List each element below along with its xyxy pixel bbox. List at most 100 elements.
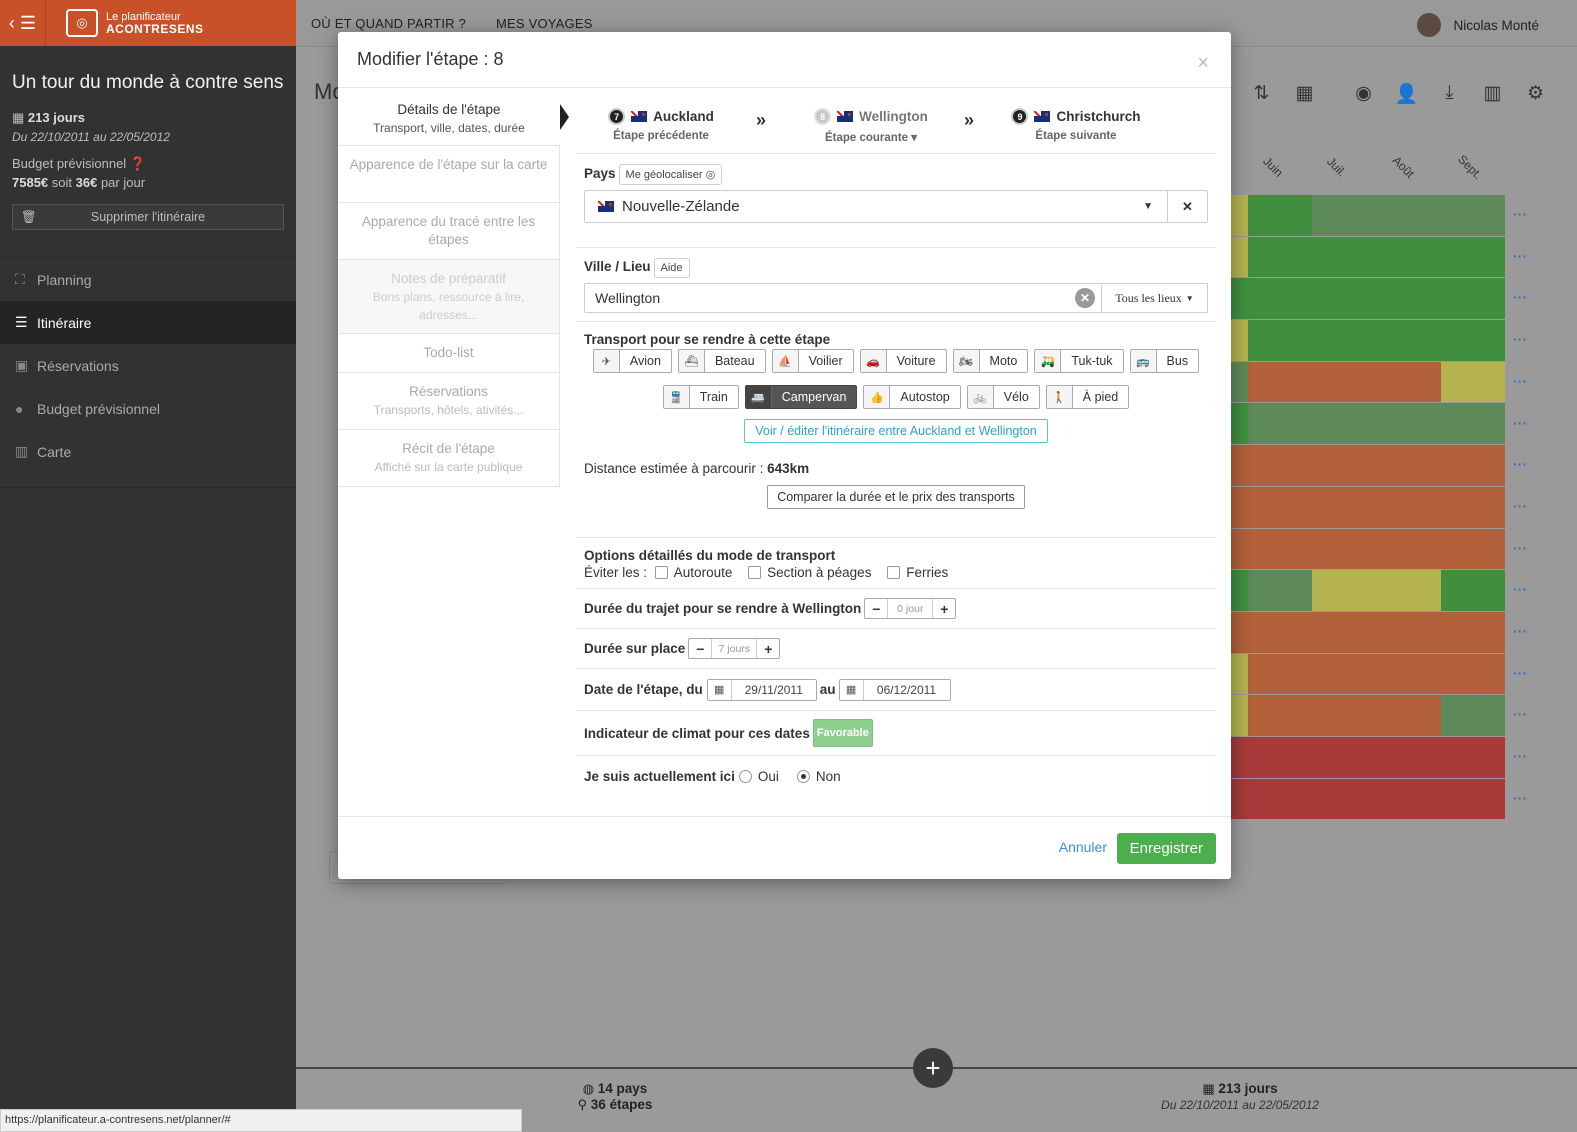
cancel-button[interactable]: Annuler — [1058, 839, 1107, 855]
avatar — [1417, 13, 1442, 37]
row-menu-icon[interactable]: ··· — [1513, 539, 1527, 556]
stay-duration-value[interactable]: 7 jours — [711, 639, 758, 658]
clear-city-icon[interactable]: ✕ — [1075, 288, 1095, 308]
sidebar-item-itineraire[interactable]: ☰ Itinéraire — [0, 301, 296, 344]
calendar-icon[interactable]: ▦ — [1295, 83, 1314, 104]
transport-button-sailboat[interactable]: ⛵ Voilier — [771, 349, 854, 373]
sidebar-item-budget[interactable]: ● Budget prévisionnel — [0, 387, 296, 430]
tab-story[interactable]: Récit de l'étape Affiché sur la carte pub… — [338, 430, 560, 487]
sidebar-item-reservations[interactable]: ▣ Réservations — [0, 344, 296, 387]
row-menu-icon[interactable]: ··· — [1513, 706, 1527, 723]
climate-row — [1230, 486, 1505, 529]
here-yes-radio[interactable]: Oui — [738, 769, 779, 784]
view-itinerary-button[interactable]: Voir / éditer l'itinéraire entre Aucklan… — [744, 419, 1048, 443]
geolocate-button[interactable]: Me géolocaliser ◎ — [618, 164, 723, 185]
checkbox[interactable] — [748, 566, 762, 579]
transport-button-car[interactable]: 🚗 Voiture — [859, 349, 947, 373]
row-menu-icon[interactable]: ··· — [1513, 581, 1527, 598]
close-icon[interactable]: × — [1197, 52, 1209, 74]
row-menu-icon[interactable]: ··· — [1513, 664, 1527, 681]
row-menu-icon[interactable]: ··· — [1513, 623, 1527, 639]
transport-button-bicycle[interactable]: 🚲 Vélo — [966, 385, 1040, 409]
tab-step-appearance[interactable]: Apparence de l'étape sur la carte — [338, 146, 560, 203]
tab-subtitle: Transport, ville, dates, durée — [373, 121, 525, 135]
help-icon[interactable]: ❓ — [129, 156, 147, 171]
tab-todo[interactable]: Todo-list — [338, 334, 560, 373]
transport-button-ship[interactable]: ⛴ Bateau — [677, 349, 766, 373]
row-menu-icon[interactable]: ··· — [1513, 247, 1527, 264]
row-menu-icon[interactable]: ··· — [1513, 789, 1527, 806]
gear-icon[interactable]: ⚙ — [1526, 83, 1545, 104]
current-step[interactable]: 8 Wellington Étape courante ▾ — [806, 108, 936, 144]
here-no-radio[interactable]: Non — [796, 769, 841, 784]
climate-row — [1230, 403, 1505, 446]
save-button[interactable]: Enregistrer — [1116, 833, 1216, 864]
row-menu-icon[interactable]: ··· — [1513, 206, 1527, 222]
transport-button-tuktuk[interactable]: 🛺 Tuk-tuk — [1034, 349, 1124, 373]
avoid-tolls-checkbox[interactable]: Section à péages — [748, 565, 871, 580]
tab-details[interactable]: Détails de l'étape Transport, ville, date… — [338, 88, 560, 146]
add-step-button[interactable]: + — [913, 1048, 953, 1088]
sidebar-item-planning[interactable]: ⛶ Planning — [0, 258, 296, 301]
step-name: Wellington — [859, 109, 928, 124]
user-menu[interactable]: Nicolas Monté — [1417, 13, 1539, 37]
row-menu-icon[interactable]: ··· — [1513, 748, 1527, 765]
row-menu-icon[interactable]: ··· — [1513, 456, 1527, 473]
tab-notes[interactable]: Notes de préparatif Bons plans, ressource… — [338, 260, 560, 334]
nav-where-when[interactable]: OÙ ET QUAND PARTIR ? — [311, 15, 466, 31]
radio[interactable] — [738, 769, 752, 783]
stay-duration-stepper[interactable]: −7 jours + — [688, 638, 781, 659]
avoid-highway-checkbox[interactable]: Autoroute — [654, 565, 732, 580]
avoid-ferries-checkbox[interactable]: Ferries — [887, 565, 948, 580]
checkbox[interactable] — [887, 566, 901, 579]
date-from-input[interactable]: ▦ 29/11/2011 — [706, 678, 817, 701]
download-icon[interactable]: ⤓ — [1445, 82, 1454, 103]
city-input[interactable]: Wellington ✕ — [584, 283, 1102, 313]
transport-button-bus[interactable]: 🚌 Bus — [1129, 349, 1200, 373]
transport-button-motorcycle[interactable]: 🏍 Moto — [952, 349, 1029, 373]
tab-route-appearance[interactable]: Apparence du tracé entre les étapes — [338, 203, 560, 260]
days-stat: ▦ 213 jours Du 22/10/2011 au 22/05/2012 — [1130, 1081, 1350, 1112]
logo[interactable]: ◎ Le planificateur ACONTRESENS — [66, 9, 204, 37]
next-step[interactable]: 9 Christchurch Étape suivante — [1006, 108, 1146, 142]
sort-icon[interactable]: ⇅ — [1253, 83, 1270, 104]
row-menu-icon[interactable]: ··· — [1513, 414, 1527, 431]
help-button[interactable]: Aide — [653, 258, 690, 278]
eye-icon[interactable]: ◉ — [1355, 83, 1372, 104]
tab-reservations[interactable]: Réservations Transports, hôtels, ativités… — [338, 373, 560, 430]
date-to-input[interactable]: ▦ 06/12/2011 — [838, 678, 951, 701]
transport-button-walking[interactable]: 🚶 À pied — [1045, 385, 1130, 409]
trip-duration-value[interactable]: 0 jour — [887, 599, 934, 618]
delete-itinerary-button[interactable]: 🗑 Supprimer l'itinéraire — [12, 204, 284, 230]
country-select[interactable]: Nouvelle-Zélande ▼ ✕ — [584, 190, 1208, 223]
sidebar: ‹ ☰ ◎ Le planificateur ACONTRESENS Un tou… — [0, 0, 296, 1132]
tab-title: Apparence du tracé entre les étapes — [361, 214, 536, 247]
chevron-right-icon: » — [964, 110, 975, 130]
prev-step[interactable]: 7 Auckland Étape précédente — [596, 108, 726, 142]
minus-icon[interactable]: − — [872, 600, 881, 617]
plus-icon[interactable]: + — [940, 600, 949, 617]
sidebar-item-carte[interactable]: ▥ Carte — [0, 430, 296, 473]
menu-toggle-button[interactable]: ‹ ☰ — [0, 0, 46, 46]
transport-button-thumbs-up[interactable]: 👍 Autostop — [863, 385, 961, 409]
row-menu-icon[interactable]: ··· — [1513, 372, 1527, 389]
row-menu-icon[interactable]: ··· — [1513, 331, 1527, 348]
checkbox[interactable] — [654, 566, 668, 579]
places-filter-dropdown[interactable]: Tous les lieux ▼ — [1102, 283, 1208, 313]
map-icon[interactable]: ▥ — [1483, 83, 1502, 104]
transport-button-campervan[interactable]: 🚐 Campervan — [744, 385, 858, 409]
add-user-icon[interactable]: 👤 — [1394, 84, 1419, 105]
nav-my-trips[interactable]: MES VOYAGES — [495, 15, 593, 31]
transport-button-plane[interactable]: ✈ Avion — [592, 349, 672, 373]
transport-button-train[interactable]: 🚆 Train — [662, 385, 739, 409]
trip-duration-stepper[interactable]: −0 jour + — [864, 598, 957, 619]
minus-icon[interactable]: − — [696, 640, 705, 657]
plus-icon[interactable]: + — [764, 640, 773, 657]
radio[interactable] — [796, 769, 810, 783]
compare-transports-button[interactable]: Comparer la durée et le prix des transpo… — [767, 485, 1025, 509]
climate-row — [1230, 528, 1505, 571]
transport-label: Train — [699, 390, 728, 404]
row-menu-icon[interactable]: ··· — [1513, 289, 1527, 306]
row-menu-icon[interactable]: ··· — [1513, 497, 1527, 514]
clear-country-icon[interactable]: ✕ — [1167, 191, 1207, 222]
